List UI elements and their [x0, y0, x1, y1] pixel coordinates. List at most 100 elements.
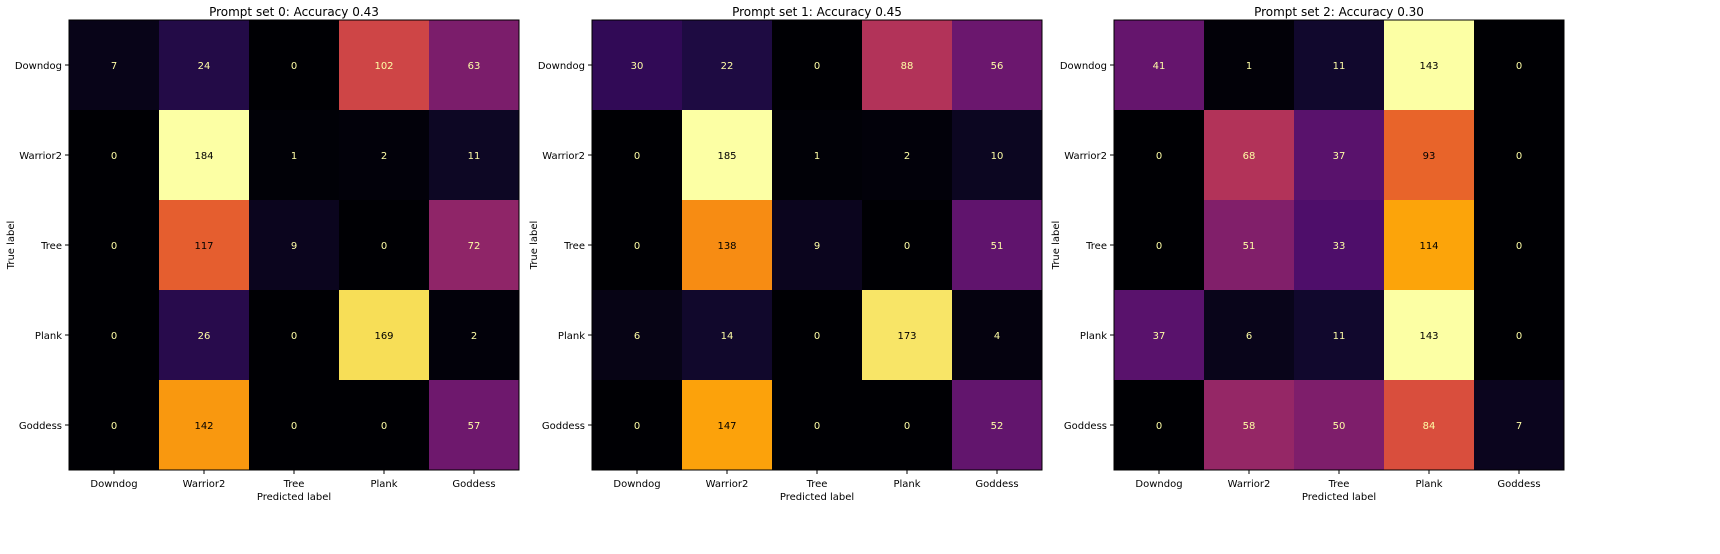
cell-value-label: 147	[717, 421, 736, 432]
heatmap-cell	[592, 110, 682, 200]
cell-value-label: 0	[111, 421, 117, 432]
chart-title: Prompt set 1: Accuracy 0.45	[732, 5, 902, 19]
heatmap-cell	[249, 110, 339, 200]
heatmap-cell	[1114, 290, 1204, 380]
cell-value-label: 102	[374, 61, 393, 72]
cell-value-label: 88	[901, 61, 914, 72]
y-tick-label: Plank	[558, 331, 585, 342]
confusion-matrix-panel-2: 41 1 11 143 00 68 37 93 00 51 33 114 037 6 11 143 00 58 50…	[1051, 5, 1565, 503]
heatmap-cell	[952, 110, 1042, 200]
heatmap-cell	[1114, 380, 1204, 470]
cell-value-label: 1	[814, 151, 820, 162]
cell-value-label: 14	[721, 331, 734, 342]
y-axis-label: True label	[6, 221, 17, 271]
y-tick-label: Tree	[563, 241, 585, 252]
heatmap-cell	[862, 290, 952, 380]
heatmap-cell	[339, 290, 429, 380]
y-tick-label: Goddess	[1064, 421, 1107, 432]
cell-value-label: 51	[1243, 241, 1256, 252]
cell-value-label: 1	[1246, 61, 1252, 72]
heatmap-cell	[429, 380, 519, 470]
heatmap-cell	[682, 110, 772, 200]
x-axis-label: Predicted label	[1302, 492, 1376, 503]
cell-value-label: 30	[631, 61, 644, 72]
cell-value-label: 7	[111, 61, 117, 72]
heatmap-cell	[69, 290, 159, 380]
y-tick-label: Downdog	[15, 61, 62, 72]
heatmap-cell	[1384, 110, 1474, 200]
cell-value-label: 0	[814, 61, 820, 72]
cell-value-label: 58	[1243, 421, 1256, 432]
heatmap-cell	[1384, 290, 1474, 380]
heatmap-cell	[1204, 380, 1294, 470]
heatmap-cell	[1384, 200, 1474, 290]
cell-value-label: 6	[634, 331, 640, 342]
heatmap-cell	[69, 110, 159, 200]
cell-value-label: 0	[634, 241, 640, 252]
chart-title: Prompt set 2: Accuracy 0.30	[1254, 5, 1424, 19]
cell-value-label: 52	[991, 421, 1004, 432]
cell-value-label: 0	[1516, 151, 1522, 162]
confusion-matrix-panel-1: 30 22 0 88 56 0 185 1 2 10 0 138 9 0 51 6 14 0 173 4 0 147 0 0 5…	[529, 5, 1043, 503]
heatmap-cell	[1294, 110, 1384, 200]
cell-value-label: 11	[1333, 61, 1346, 72]
cell-value-label: 114	[1419, 241, 1438, 252]
heatmap-cell	[682, 380, 772, 470]
heatmap-cell	[772, 110, 862, 200]
cell-value-label: 0	[111, 331, 117, 342]
heatmap-cell	[429, 20, 519, 110]
heatmap-cell	[1474, 290, 1564, 380]
cell-value-label: 0	[634, 421, 640, 432]
x-tick-label: Downdog	[90, 479, 137, 490]
y-tick-label: Plank	[35, 331, 62, 342]
cell-value-label: 0	[634, 151, 640, 162]
y-tick-label: Goddess	[542, 421, 585, 432]
y-tick-label: Warrior2	[542, 151, 585, 162]
x-tick-label: Plank	[1415, 479, 1442, 490]
heatmap-cell	[249, 200, 339, 290]
x-tick-label: Downdog	[1135, 479, 1182, 490]
cell-value-label: 0	[1516, 61, 1522, 72]
cell-value-label: 184	[194, 151, 213, 162]
x-tick-label: Downdog	[613, 479, 660, 490]
heatmap-cell	[772, 380, 862, 470]
heatmap-cell	[69, 200, 159, 290]
y-tick-label: Goddess	[19, 421, 62, 432]
heatmap-cell	[1204, 110, 1294, 200]
cell-value-label: 51	[991, 241, 1004, 252]
cell-value-label: 0	[381, 241, 387, 252]
cell-value-label: 63	[468, 61, 481, 72]
heatmap-cell	[339, 380, 429, 470]
heatmap-cell	[1204, 200, 1294, 290]
cell-value-label: 143	[1419, 61, 1438, 72]
cell-value-label: 9	[814, 241, 820, 252]
heatmap-cell	[429, 110, 519, 200]
confusion-matrix-panel-0: 7 24 0 102 63 0 184 1 2 11 0 117 9 0 72 0 26 0 169 2 0 142 0 0 5…	[6, 5, 520, 503]
y-tick-label: Plank	[1080, 331, 1107, 342]
heatmap-cell	[159, 380, 249, 470]
cell-value-label: 143	[1419, 331, 1438, 342]
heatmap-cell	[1204, 20, 1294, 110]
cell-value-label: 117	[194, 241, 213, 252]
heatmap-cell	[249, 20, 339, 110]
cell-value-label: 24	[198, 61, 211, 72]
heatmap-cell	[862, 20, 952, 110]
cell-value-label: 0	[904, 241, 910, 252]
heatmap-cell	[772, 200, 862, 290]
heatmap-cell	[1474, 380, 1564, 470]
heatmap-cell	[1294, 290, 1384, 380]
cell-value-label: 4	[994, 331, 1000, 342]
heatmap-cell	[1294, 200, 1384, 290]
cell-value-label: 10	[991, 151, 1004, 162]
cell-value-label: 2	[471, 331, 477, 342]
heatmap-cell	[339, 20, 429, 110]
cell-value-label: 6	[1246, 331, 1252, 342]
cell-value-label: 7	[1516, 421, 1522, 432]
heatmap-cell	[249, 290, 339, 380]
cell-value-label: 9	[291, 241, 297, 252]
heatmap-cell	[1384, 20, 1474, 110]
heatmap-cell	[772, 20, 862, 110]
heatmap-cell	[159, 200, 249, 290]
heatmap-cell	[862, 110, 952, 200]
heatmap-cell	[1114, 200, 1204, 290]
